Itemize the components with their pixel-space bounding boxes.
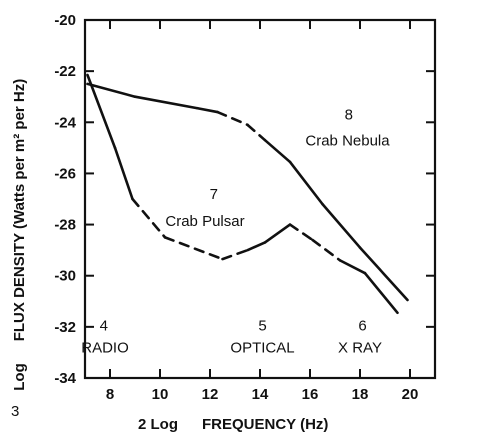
x-tick-label: 16 xyxy=(302,386,319,403)
x-tick-label: 8 xyxy=(106,386,114,403)
y-tick-label: -26 xyxy=(54,165,76,182)
x-tick-label: 10 xyxy=(152,386,169,403)
series-2-segment xyxy=(163,236,224,261)
series-1-segment xyxy=(196,106,219,114)
annotation-label: 8 xyxy=(345,107,353,124)
series-1-segment xyxy=(86,82,137,99)
y-tick-label: -24 xyxy=(54,114,76,131)
series-2-segment xyxy=(131,197,167,239)
annotation-label: Crab Nebula xyxy=(305,132,390,149)
series-1-segment xyxy=(288,160,324,206)
axis-ticks xyxy=(85,19,435,379)
series-1-segment xyxy=(358,246,409,302)
annotation-label: Crab Pulsar xyxy=(165,213,244,230)
series-line-2 xyxy=(86,73,399,315)
y-tick-label: -34 xyxy=(54,370,76,387)
series-2-segment xyxy=(363,271,399,315)
tick-labels: -20 -22 -24 -26 -28 -30 -32 -34 8 10 12 14 16 18 20 xyxy=(54,12,418,403)
series-2-segment xyxy=(288,223,314,242)
series-1-segment xyxy=(321,202,362,249)
series-1-segment xyxy=(263,138,292,164)
y-axis-prefix: Log xyxy=(11,363,28,391)
x-tick-label: 20 xyxy=(402,386,419,403)
y-tick-label: -32 xyxy=(54,319,76,336)
y-tick-label: -28 xyxy=(54,217,76,234)
y-axis-title: FLUX DENSITY (Watts per m² per Hz) xyxy=(11,79,28,342)
annotation-label: RADIO xyxy=(81,339,129,356)
x-axis-prefix: 2 Log xyxy=(138,416,178,433)
series-2-segment xyxy=(246,241,267,252)
corner-mark: 3 xyxy=(11,403,19,420)
series-layer xyxy=(86,73,409,315)
annotation-label: 6 xyxy=(358,318,366,335)
annotation-label: OPTICAL xyxy=(230,339,294,356)
series-1-segment xyxy=(216,110,249,127)
annotation-label: 7 xyxy=(210,186,218,203)
series-line-1 xyxy=(86,82,409,302)
annotation-layer: 8 Crab Nebula 7 Crab Pulsar 4 RADIO 5 OPTICAL 6 X… xyxy=(81,107,390,357)
series-2-segment xyxy=(263,223,292,244)
series-2-segment xyxy=(221,248,249,261)
annotation-label: 4 xyxy=(100,318,108,335)
y-tick-label: -30 xyxy=(54,268,76,285)
series-2-segment xyxy=(311,238,342,262)
x-tick-label: 12 xyxy=(202,386,219,403)
x-axis-title: FREQUENCY (Hz) xyxy=(202,416,328,433)
series-1-segment xyxy=(133,95,199,110)
series-2-segment xyxy=(86,73,117,150)
series-1-segment xyxy=(246,123,267,142)
y-tick-label: -20 xyxy=(54,12,76,29)
x-tick-label: 14 xyxy=(252,386,269,403)
x-tick-label: 18 xyxy=(352,386,369,403)
series-2-segment xyxy=(113,146,134,201)
series-2-segment xyxy=(338,259,367,275)
annotation-label: 5 xyxy=(258,318,266,335)
y-tick-label: -22 xyxy=(54,63,76,80)
annotation-label: X RAY xyxy=(338,339,382,356)
